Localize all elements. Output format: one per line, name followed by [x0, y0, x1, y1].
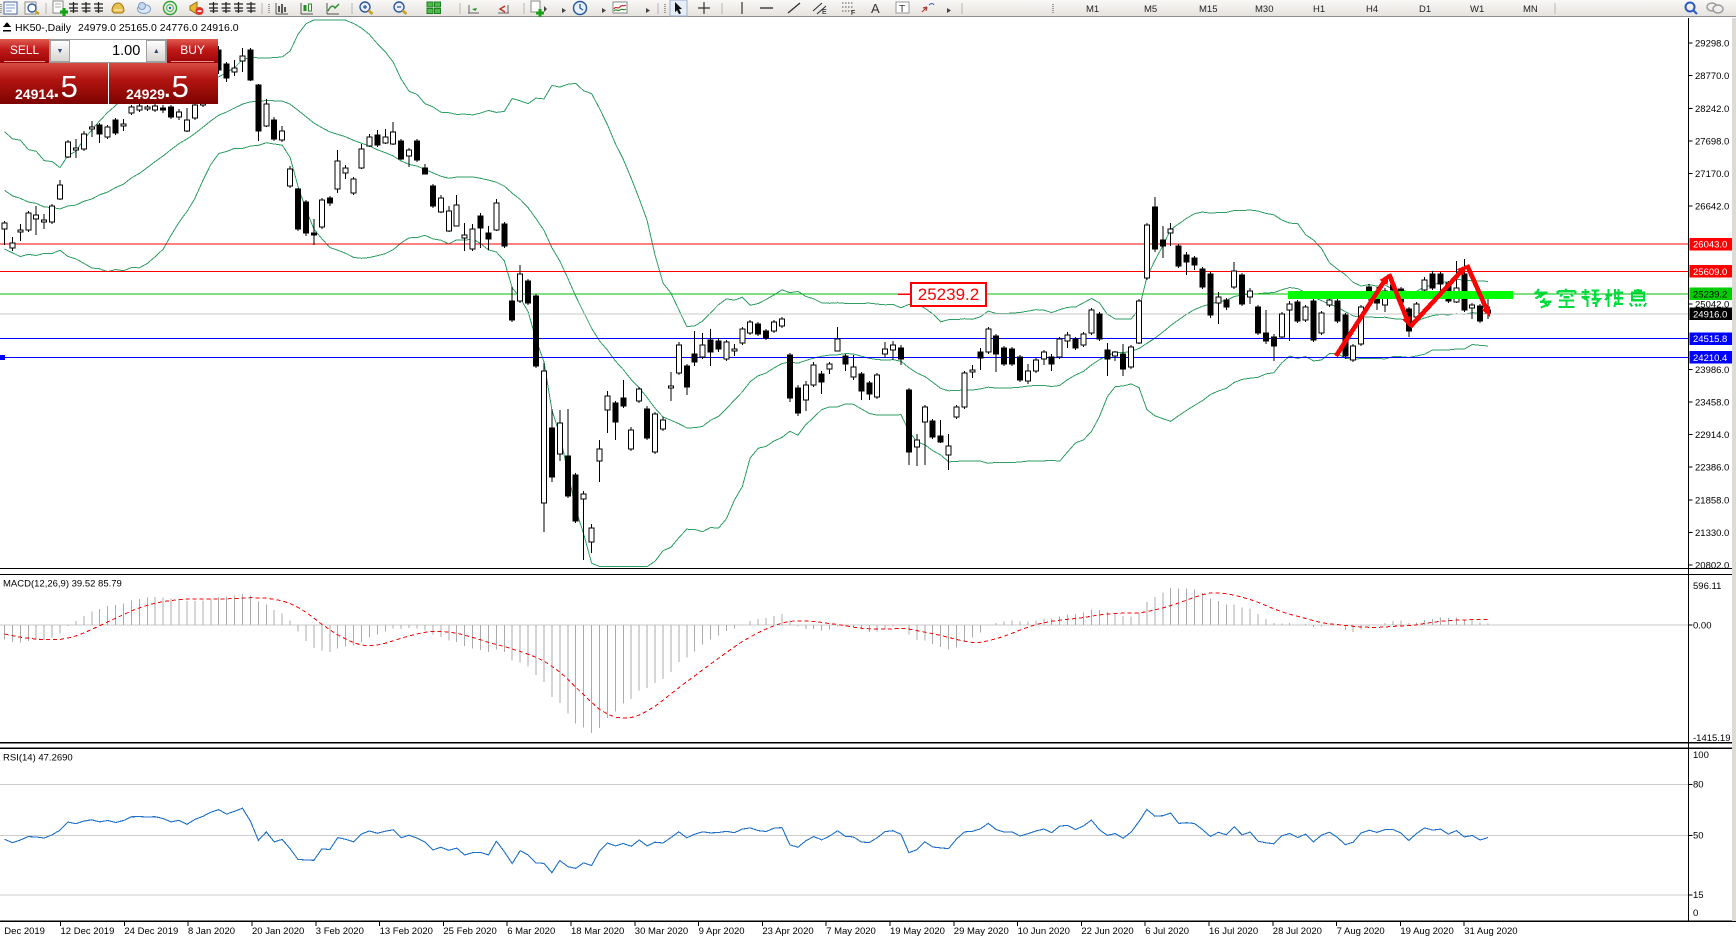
svg-text:M1: M1 — [1086, 4, 1099, 15]
svg-text:25 Feb 2020: 25 Feb 2020 — [443, 926, 496, 937]
svg-text:19 May 2020: 19 May 2020 — [890, 926, 945, 937]
svg-text:23986.0: 23986.0 — [1695, 365, 1729, 376]
svg-text:80: 80 — [1693, 780, 1704, 791]
svg-text:22386.0: 22386.0 — [1695, 463, 1729, 474]
svg-text:T: T — [899, 4, 905, 15]
svg-text:15: 15 — [1693, 890, 1704, 901]
svg-text:25239.2: 25239.2 — [918, 285, 979, 304]
svg-text:596.11: 596.11 — [1693, 581, 1721, 592]
svg-text:22 Jun 2020: 22 Jun 2020 — [1081, 926, 1133, 937]
svg-text:H1: H1 — [1313, 4, 1325, 15]
svg-text:29 May 2020: 29 May 2020 — [954, 926, 1009, 937]
svg-text:7 May 2020: 7 May 2020 — [826, 926, 876, 937]
svg-text:H4: H4 — [1366, 4, 1378, 15]
svg-text:A: A — [871, 1, 880, 16]
svg-text:24 Dec 2019: 24 Dec 2019 — [124, 926, 178, 937]
svg-text:E: E — [822, 9, 827, 16]
svg-text:24916.0: 24916.0 — [1693, 309, 1727, 320]
svg-text:27170.0: 27170.0 — [1695, 169, 1729, 180]
svg-text:MACD(12,26,9) 39.52 85.79: MACD(12,26,9) 39.52 85.79 — [3, 579, 122, 590]
svg-text:F: F — [851, 10, 855, 17]
svg-text:26642.0: 26642.0 — [1695, 202, 1729, 213]
svg-text:6 Jul 2020: 6 Jul 2020 — [1145, 926, 1189, 937]
svg-text:25609.0: 25609.0 — [1693, 267, 1727, 278]
svg-text:0.00: 0.00 — [1693, 621, 1712, 632]
svg-text:31 Aug 2020: 31 Aug 2020 — [1464, 926, 1517, 937]
svg-text:20802.0: 20802.0 — [1695, 561, 1729, 572]
svg-text:0: 0 — [1693, 908, 1698, 919]
svg-text:23 Apr 2020: 23 Apr 2020 — [762, 926, 813, 937]
svg-text:RSI(14) 47.2690: RSI(14) 47.2690 — [3, 753, 73, 764]
svg-text:D1: D1 — [1419, 4, 1431, 15]
svg-text:28770.0: 28770.0 — [1695, 71, 1729, 82]
svg-text:16 Jul 2020: 16 Jul 2020 — [1209, 926, 1258, 937]
svg-text:27698.0: 27698.0 — [1695, 136, 1729, 147]
svg-text:28 Jul 2020: 28 Jul 2020 — [1273, 926, 1322, 937]
svg-text:W1: W1 — [1470, 4, 1484, 15]
svg-text:24210.4: 24210.4 — [1693, 353, 1727, 364]
svg-text:9 Apr 2020: 9 Apr 2020 — [699, 926, 745, 937]
svg-text:HK50-,Daily: HK50-,Daily — [15, 22, 72, 34]
svg-text:100: 100 — [1693, 750, 1709, 761]
svg-text:3 Feb 2020: 3 Feb 2020 — [316, 926, 364, 937]
svg-text:50: 50 — [1693, 831, 1704, 842]
svg-text:28242.0: 28242.0 — [1695, 104, 1729, 115]
svg-text:7 Aug 2020: 7 Aug 2020 — [1337, 926, 1385, 937]
svg-text:21858.0: 21858.0 — [1695, 495, 1729, 506]
svg-text:10 Jun 2020: 10 Jun 2020 — [1018, 926, 1070, 937]
svg-text:12 Dec 2019: 12 Dec 2019 — [61, 926, 115, 937]
svg-text:M15: M15 — [1199, 4, 1217, 15]
svg-text:13 Feb 2020: 13 Feb 2020 — [380, 926, 433, 937]
svg-text:21330.0: 21330.0 — [1695, 528, 1729, 539]
svg-text:8 Jan 2020: 8 Jan 2020 — [188, 926, 235, 937]
svg-text:M30: M30 — [1255, 4, 1273, 15]
svg-text:25239.2: 25239.2 — [1693, 289, 1727, 300]
svg-text:18 Mar 2020: 18 Mar 2020 — [571, 926, 624, 937]
svg-text:22914.0: 22914.0 — [1695, 430, 1729, 441]
svg-text:6 Mar 2020: 6 Mar 2020 — [507, 926, 555, 937]
svg-text:M5: M5 — [1144, 4, 1157, 15]
svg-text:24515.8: 24515.8 — [1693, 334, 1727, 345]
svg-text:19 Aug 2020: 19 Aug 2020 — [1400, 926, 1453, 937]
svg-text:Dec 2019: Dec 2019 — [4, 926, 45, 937]
svg-text:MN: MN — [1523, 4, 1538, 15]
svg-text:-1415.19: -1415.19 — [1693, 733, 1731, 744]
svg-text:30 Mar 2020: 30 Mar 2020 — [635, 926, 688, 937]
svg-text:26043.0: 26043.0 — [1693, 240, 1727, 251]
svg-text:20 Jan 2020: 20 Jan 2020 — [252, 926, 304, 937]
svg-text:24979.0 25165.0 24776.0 24916.: 24979.0 25165.0 24776.0 24916.0 — [78, 22, 239, 34]
svg-text:25042.0: 25042.0 — [1695, 300, 1729, 311]
svg-text:29298.0: 29298.0 — [1695, 39, 1729, 50]
svg-text:23458.0: 23458.0 — [1695, 398, 1729, 409]
